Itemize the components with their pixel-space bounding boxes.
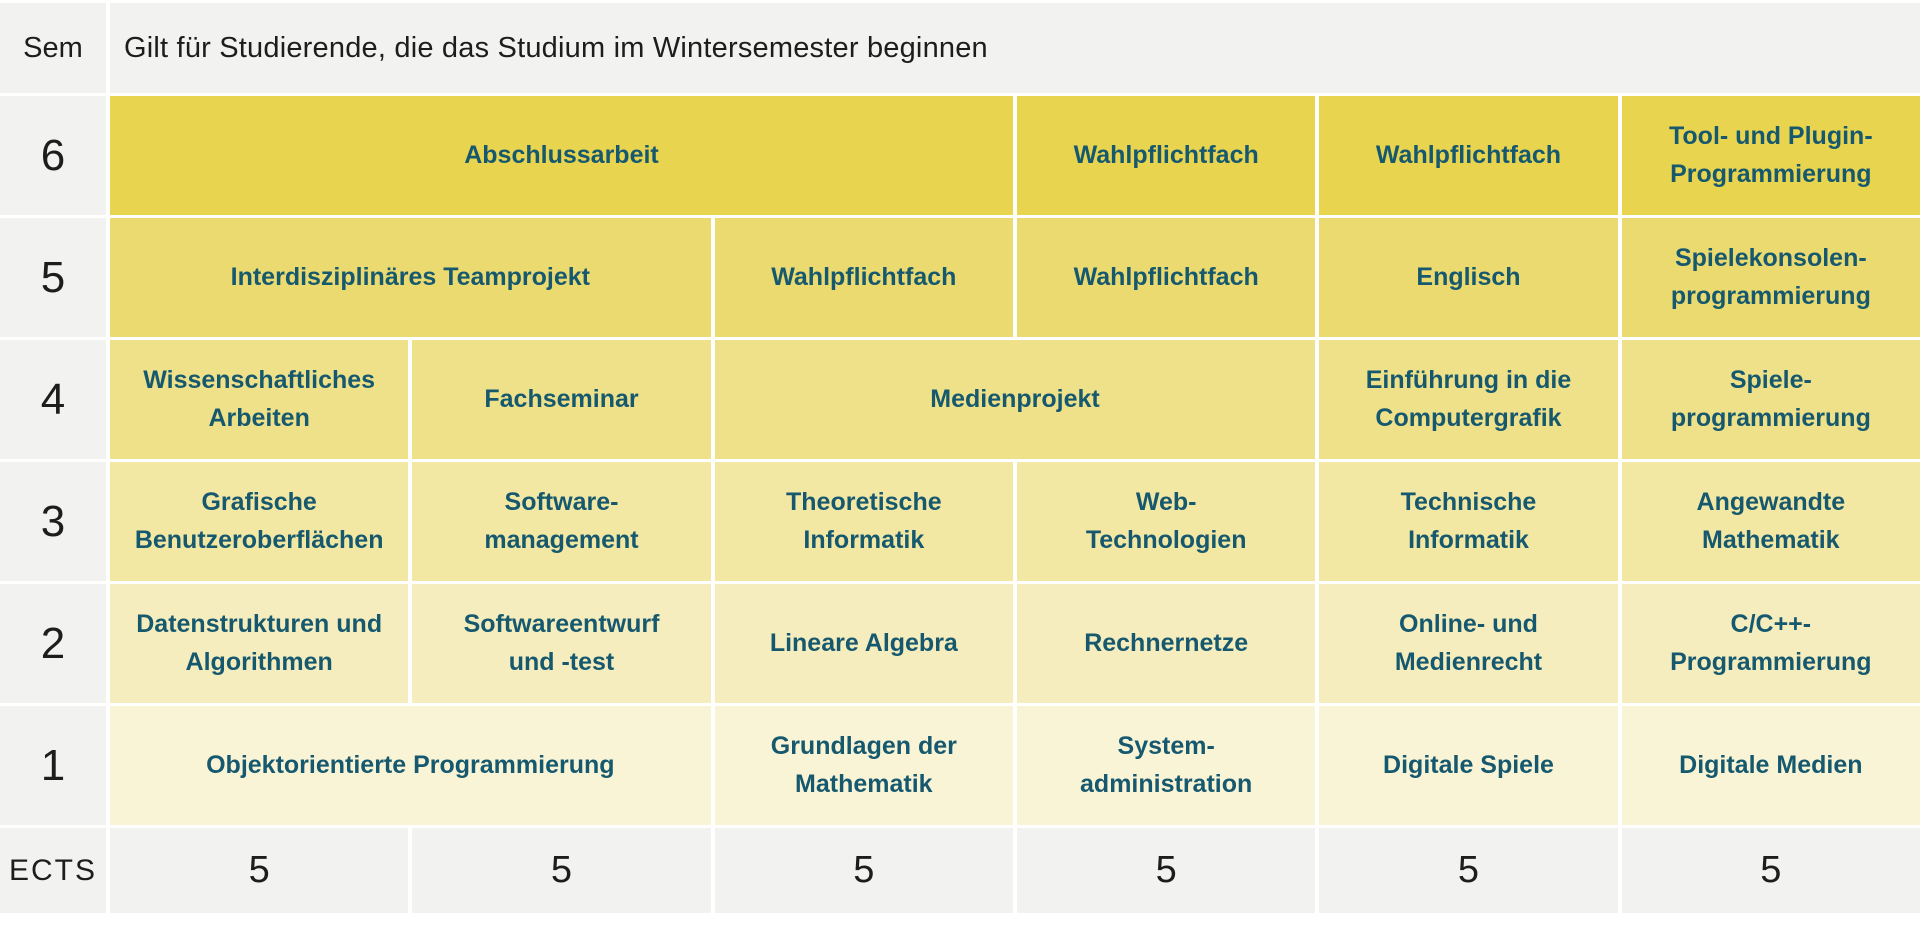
ects-value: 5 xyxy=(412,828,711,913)
course-cell: Datenstrukturen und Algorithmen xyxy=(110,584,409,703)
course-cell: Rechnernetze xyxy=(1017,584,1316,703)
course-cell: Wahlpflichtfach xyxy=(1017,218,1316,337)
ects-value: 5 xyxy=(1621,828,1920,913)
semester-row-4: 4 Wissenschaftliches Arbeiten Fachsemina… xyxy=(0,340,1920,459)
sem-column-header: Sem xyxy=(0,3,106,93)
course-cell: Fachseminar xyxy=(412,340,711,459)
course-cell: Online- und Medienrecht xyxy=(1319,584,1618,703)
course-cell: Software- management xyxy=(412,462,711,581)
course-cell: Lineare Algebra xyxy=(714,584,1013,703)
semester-number: 3 xyxy=(0,462,106,581)
course-cell: Softwareentwurf und -test xyxy=(412,584,711,703)
course-cell: Digitale Medien xyxy=(1621,706,1920,825)
course-cell: System- administration xyxy=(1017,706,1316,825)
semester-row-2: 2 Datenstrukturen und Algorithmen Softwa… xyxy=(0,584,1920,703)
course-cell: Wahlpflichtfach xyxy=(1017,96,1316,215)
ects-value: 5 xyxy=(1319,828,1618,913)
semester-number: 4 xyxy=(0,340,106,459)
course-cell: Web- Technologien xyxy=(1017,462,1316,581)
semester-number: 1 xyxy=(0,706,106,825)
semester-row-3: 3 Grafische Benutzeroberflächen Software… xyxy=(0,462,1920,581)
course-cell: Objektorientierte Programmierung xyxy=(110,706,711,825)
ects-row: ECTS 5 5 5 5 5 5 xyxy=(0,828,1920,913)
semester-number: 5 xyxy=(0,218,106,337)
course-cell: Tool- und Plugin- Programmierung xyxy=(1621,96,1920,215)
ects-value: 5 xyxy=(110,828,409,913)
course-cell: Einführung in die Computergrafik xyxy=(1319,340,1618,459)
semester-number: 6 xyxy=(0,96,106,215)
course-cell: Angewandte Mathematik xyxy=(1621,462,1920,581)
course-cell: Spielekonsolen- programmierung xyxy=(1621,218,1920,337)
course-cell: Digitale Spiele xyxy=(1319,706,1618,825)
course-cell: Wahlpflichtfach xyxy=(714,218,1013,337)
course-cell: Grafische Benutzeroberflächen xyxy=(110,462,409,581)
ects-value: 5 xyxy=(714,828,1013,913)
course-cell: Englisch xyxy=(1319,218,1618,337)
course-cell: Technische Informatik xyxy=(1319,462,1618,581)
course-cell: C/C++- Programmierung xyxy=(1621,584,1920,703)
header-note: Gilt für Studierende, die das Studium im… xyxy=(110,3,1920,93)
course-cell: Medienprojekt xyxy=(714,340,1316,459)
ects-row-header: ECTS xyxy=(0,828,106,913)
course-cell: Wahlpflichtfach xyxy=(1319,96,1618,215)
semester-row-5: 5 Interdisziplinäres Teamprojekt Wahlpfl… xyxy=(0,218,1920,337)
course-cell: Grundlagen der Mathematik xyxy=(714,706,1013,825)
semester-row-6: 6 Abschlussarbeit Wahlpflichtfach Wahlpf… xyxy=(0,96,1920,215)
course-cell: Theoretische Informatik xyxy=(714,462,1013,581)
course-cell: Interdisziplinäres Teamprojekt xyxy=(110,218,711,337)
course-cell: Abschlussarbeit xyxy=(110,96,1013,215)
course-cell: Spiele- programmierung xyxy=(1621,340,1920,459)
semester-number: 2 xyxy=(0,584,106,703)
course-cell: Wissenschaftliches Arbeiten xyxy=(110,340,409,459)
ects-value: 5 xyxy=(1017,828,1316,913)
semester-row-1: 1 Objektorientierte Programmierung Grund… xyxy=(0,706,1920,825)
header-row: Sem Gilt für Studierende, die das Studiu… xyxy=(0,3,1920,93)
